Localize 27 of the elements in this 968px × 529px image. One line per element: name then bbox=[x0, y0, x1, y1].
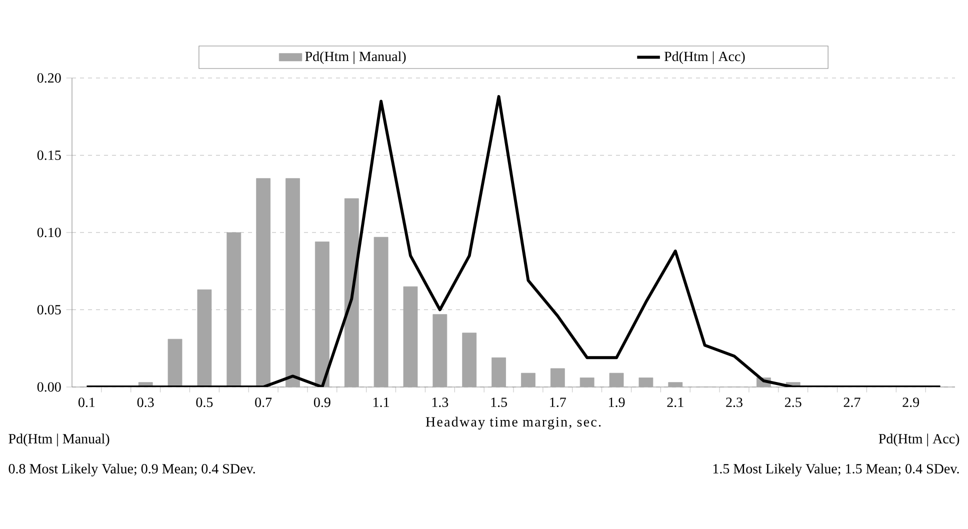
y-tick-label: 0.00 bbox=[37, 382, 61, 392]
y-tick-label: 0.10 bbox=[37, 228, 61, 238]
text: Pd(Htm | Acc) bbox=[878, 434, 960, 446]
x-axis-title: Headway time margin, sec. bbox=[426, 416, 601, 430]
text: Pd(Htm | Manual) bbox=[8, 434, 110, 446]
x-tick-label: 0.7 bbox=[255, 398, 272, 408]
y-tick-label: 0.15 bbox=[37, 150, 61, 160]
text: 0.8 Most Likely Value; 0.9 Mean; 0.4 SDev. bbox=[8, 464, 255, 476]
x-tick-label: 2.9 bbox=[902, 398, 920, 408]
legend-label: Pd(Htm | Manual) bbox=[305, 51, 406, 64]
x-tick-label: 0.5 bbox=[196, 398, 213, 408]
x-tick-label: 2.7 bbox=[844, 398, 860, 408]
x-tick-label: 2.5 bbox=[784, 398, 802, 408]
x-tick-label: 1.1 bbox=[374, 398, 389, 408]
x-tick-label: 1.9 bbox=[609, 398, 625, 408]
x-tick-label: 2.3 bbox=[726, 398, 742, 408]
x-tick-label: 1.7 bbox=[550, 398, 566, 408]
x-tick-label: 2.1 bbox=[667, 398, 684, 408]
y-tick-label: 0.05 bbox=[37, 305, 61, 314]
x-tick-label: 0.9 bbox=[314, 398, 330, 408]
legend-label: Pd(Htm | Acc) bbox=[664, 51, 745, 64]
x-tick-label: 1.3 bbox=[432, 398, 448, 408]
y-tick-label: 0.20 bbox=[37, 73, 61, 83]
x-tick-label: 1.5 bbox=[491, 398, 507, 408]
text: 1.5 Most Likely Value; 1.5 Mean; 0.4 SDev. bbox=[713, 464, 959, 476]
x-tick-label: 0.3 bbox=[137, 398, 154, 408]
x-tick-label: 0.1 bbox=[78, 398, 95, 408]
